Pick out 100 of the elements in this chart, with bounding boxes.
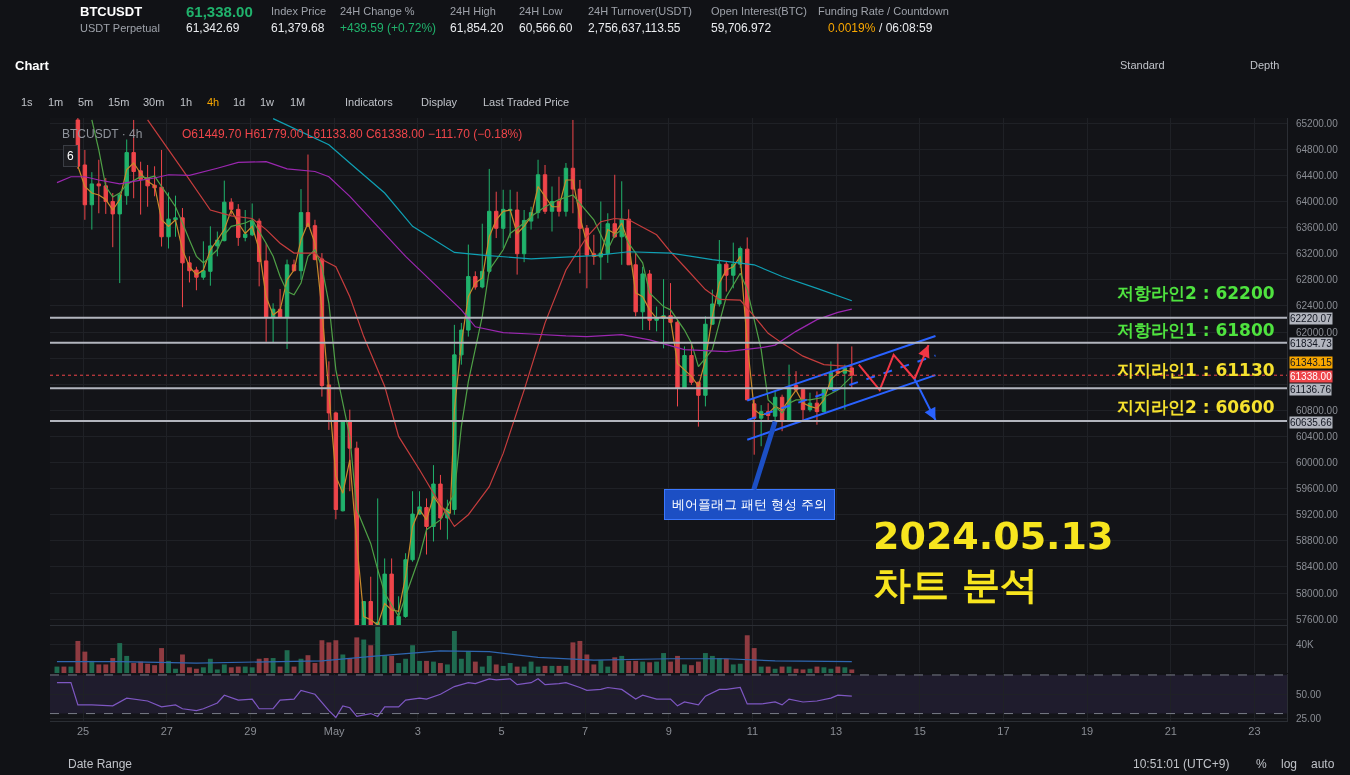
bar (438, 663, 443, 673)
bar (598, 660, 604, 673)
bar (668, 661, 673, 673)
candlestick (814, 390, 820, 426)
bar (263, 658, 269, 673)
bar (89, 660, 95, 673)
bar (326, 642, 332, 673)
y-tick-label: 62400.00 (1296, 300, 1339, 312)
bar (744, 635, 750, 673)
candlestick (117, 192, 122, 284)
y-tick-label: 60400.00 (1296, 430, 1339, 442)
x-tick-label: 17 (997, 725, 1010, 738)
bar (626, 660, 632, 673)
candlestick (731, 242, 736, 289)
y-tick-label: 64800.00 (1296, 143, 1339, 155)
text: 61,379.68 (271, 21, 325, 35)
bar (633, 660, 639, 673)
x-tick-label: 9 (665, 725, 672, 738)
bar (166, 660, 171, 673)
candlestick (82, 149, 88, 221)
bar (849, 669, 855, 673)
y-tick-label: 64000.00 (1296, 196, 1339, 208)
bar (737, 663, 743, 673)
bar (465, 650, 471, 673)
bar (647, 662, 653, 673)
text: Date Range (68, 757, 133, 771)
text: 24H High (450, 5, 496, 17)
bar (619, 655, 625, 673)
y-tick-label: 60000.00 (1296, 457, 1339, 469)
bar (772, 668, 778, 673)
annotation: O61449.70 H61779.00 L61133.80 C61338.00 −111.70 (−0.18%) (182, 127, 523, 141)
y-tick-label: 57600.00 (1296, 613, 1339, 625)
bar (612, 657, 618, 673)
text: Chart (15, 58, 50, 73)
x-tick-label: 7 (582, 725, 589, 738)
candlestick (166, 191, 171, 249)
bar (152, 665, 158, 673)
text: Last Traded Price (483, 96, 570, 108)
text: 1s (21, 96, 34, 108)
bar (200, 667, 206, 673)
candlestick (159, 149, 164, 248)
bar (214, 669, 220, 673)
bar (270, 658, 276, 673)
bar (173, 668, 178, 673)
bar (235, 666, 241, 673)
bar (514, 666, 520, 673)
line-series (147, 119, 853, 528)
candlestick (396, 595, 401, 625)
x-tick-label: 5 (498, 725, 505, 738)
candlestick (229, 197, 234, 216)
x-tick-label: May (323, 725, 346, 738)
text: 10:51:01 (UTC+9) (1133, 757, 1230, 771)
text: 30m (143, 96, 165, 108)
bar (75, 640, 81, 673)
bar (424, 660, 429, 673)
candlestick (570, 119, 576, 214)
annotation: 지지라인1 : 61130 (1117, 360, 1275, 380)
bar (96, 664, 102, 673)
candlestick (173, 195, 178, 238)
x-tick-label: 13 (830, 725, 843, 738)
bar (486, 655, 492, 673)
text: Indicators (345, 96, 394, 108)
candlestick (598, 201, 604, 281)
y-tick-label: 50.00 (1296, 688, 1322, 700)
bar (689, 665, 694, 673)
bar (723, 658, 729, 673)
text: Depth (1250, 59, 1280, 71)
ref-line-label: 60635.66 (1290, 417, 1333, 428)
text: Open Interest(BTC) (711, 5, 807, 17)
bar (403, 658, 409, 673)
bar (695, 661, 701, 673)
candlestick (340, 420, 346, 512)
x-tick-label: 19 (1081, 725, 1094, 738)
text: 61,338.00 (186, 3, 253, 20)
y-tick-label: 58800.00 (1296, 535, 1339, 547)
bar (472, 661, 478, 673)
ref-line-label: 62220.07 (1290, 313, 1333, 324)
bar (779, 666, 785, 673)
bar (354, 637, 360, 673)
bar (640, 661, 646, 673)
bar (207, 658, 213, 673)
ref-line-label: 61834.73 (1290, 338, 1333, 349)
y-tick-label: 59600.00 (1296, 483, 1339, 495)
bar (410, 645, 415, 673)
bar (159, 648, 164, 673)
text: BTCUSDT (80, 4, 143, 19)
bar (417, 660, 422, 673)
bar (221, 664, 227, 673)
text: 1w (260, 96, 275, 108)
bar (389, 655, 395, 673)
text: Index Price (271, 5, 327, 17)
bar (242, 666, 248, 673)
text: 15m (108, 96, 130, 108)
bar (800, 669, 806, 673)
bar (654, 661, 660, 673)
bar (249, 667, 255, 673)
text: +439.59 (+0.72%) (340, 21, 437, 35)
text: 2,756,637,113.55 (588, 21, 681, 35)
bar (716, 658, 722, 673)
bar (124, 655, 130, 673)
